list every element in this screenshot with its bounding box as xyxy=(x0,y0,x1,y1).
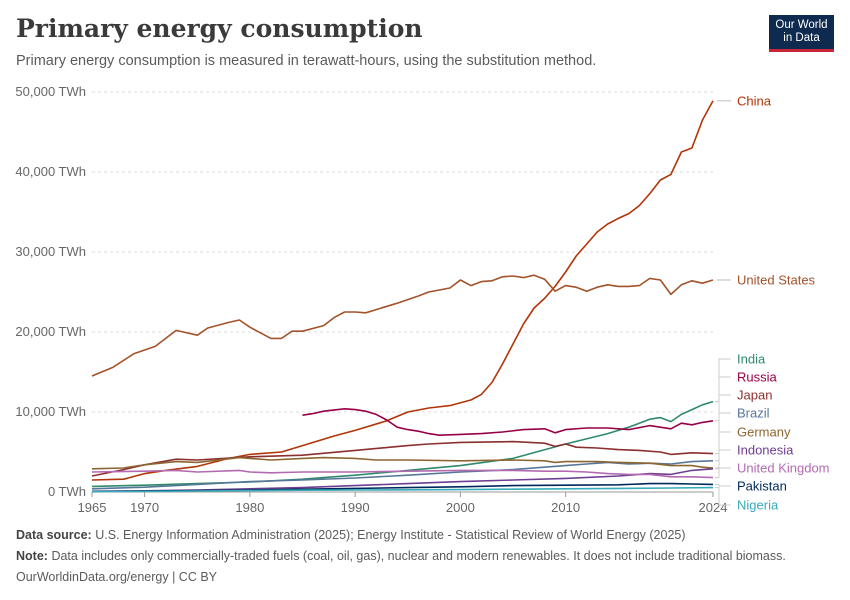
series-label-brazil: Brazil xyxy=(737,406,770,421)
series-label-united-states: United States xyxy=(737,273,816,288)
label-connector xyxy=(715,483,731,487)
x-tick-label: 2024 xyxy=(699,500,728,515)
series-label-united-kingdom: United Kingdom xyxy=(737,461,830,476)
y-tick-label: 20,000 TWh xyxy=(15,324,86,339)
series-label-india: India xyxy=(737,352,766,367)
series-line-germany xyxy=(91,456,714,470)
y-tick-label: 40,000 TWh xyxy=(15,164,86,179)
series-line-russia xyxy=(302,408,714,436)
series-label-russia: Russia xyxy=(737,370,778,385)
x-tick-label: 1970 xyxy=(130,500,159,515)
series-line-china xyxy=(91,100,714,481)
y-axis-ticks: 0 TWh 10,000 TWh 20,000 TWh 30,000 TWh 40,00… xyxy=(15,84,86,499)
series-line-japan xyxy=(91,440,714,477)
y-tick-label: 30,000 TWh xyxy=(15,244,86,259)
chart-title: Primary energy consumption xyxy=(16,14,423,43)
gridlines xyxy=(92,91,713,493)
logo-line-1: Our World xyxy=(775,19,828,31)
data-source-label: Data source: xyxy=(16,528,92,542)
series-labels: China United States India Russia Japan Brazil… xyxy=(715,93,830,513)
logo-line-2: in Data xyxy=(783,32,820,44)
label-connector xyxy=(715,449,731,470)
label-connector xyxy=(715,376,731,422)
credit-link[interactable]: OurWorldinData.org/energy | CC BY xyxy=(16,570,218,584)
x-tick-label: 1990 xyxy=(341,500,370,515)
series-line-nigeria xyxy=(91,486,714,493)
x-tick-label: 1980 xyxy=(235,500,264,515)
x-tick-label: 2000 xyxy=(446,500,475,515)
x-tick-label: 2010 xyxy=(551,500,580,515)
series-lines xyxy=(91,100,714,493)
series-label-indonesia: Indonesia xyxy=(737,443,794,458)
owid-logo[interactable]: Our World in Data xyxy=(769,15,834,52)
series-line-united-kingdom xyxy=(91,469,714,479)
y-tick-label: 10,000 TWh xyxy=(15,404,86,419)
series-label-germany: Germany xyxy=(737,425,791,440)
data-source-text: U.S. Energy Information Administration (… xyxy=(95,528,686,542)
series-label-china: China xyxy=(737,93,772,108)
x-tick-label: 1965 xyxy=(78,500,107,515)
note-text: Data includes only commercially-traded f… xyxy=(51,549,786,563)
chart-subtitle: Primary energy consumption is measured i… xyxy=(16,53,597,69)
data-source: Data source: U.S. Energy Information Adm… xyxy=(16,528,686,542)
series-label-nigeria: Nigeria xyxy=(737,498,779,513)
line-chart: 0 TWh 10,000 TWh 20,000 TWh 30,000 TWh 40,00… xyxy=(15,84,830,515)
series-label-pakistan: Pakistan xyxy=(737,479,787,494)
note-label: Note: xyxy=(16,549,48,563)
label-connector xyxy=(715,394,731,455)
x-axis-ticks: 1965 1970 1980 1990 2000 2010 2024 xyxy=(78,492,728,515)
y-tick-label: 0 TWh xyxy=(48,484,86,499)
chart-note: Note: Data includes only commercially-tr… xyxy=(16,549,786,563)
label-connector xyxy=(715,467,731,479)
label-connector xyxy=(715,487,731,506)
series-line-united-states xyxy=(91,274,714,377)
y-tick-label: 50,000 TWh xyxy=(15,84,86,99)
series-label-japan: Japan xyxy=(737,388,772,403)
